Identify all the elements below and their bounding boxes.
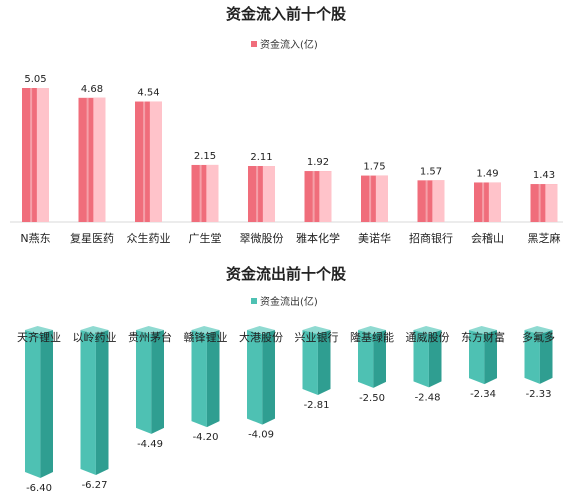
outflow-chart-title: 资金流出前十个股 [226,265,347,283]
outflow-category-label: 通威股份 [406,331,450,344]
outflow-bar [80,326,109,475]
inflow-bar [361,175,388,222]
inflow-value-label: 1.57 [420,166,442,177]
outflow-legend-label: 资金流出(亿) [260,295,318,308]
inflow-category-label: 会稽山 [471,231,504,245]
outflow-value-label: -2.81 [304,400,330,411]
outflow-bar [302,326,331,395]
inflow-category-label: 复星医药 [70,231,114,245]
outflow-value-label: -2.33 [526,389,552,400]
outflow-value-label: -2.34 [470,389,496,400]
inflow-bar [417,180,445,222]
inflow-bar [78,97,106,222]
inflow-value-label: 2.11 [250,152,272,163]
outflow-category-label: 多氟多 [522,330,555,344]
outflow-bar [413,326,442,388]
inflow-value-label: 5.05 [24,74,46,85]
inflow-bar [474,182,501,222]
inflow-value-label: 1.75 [363,162,385,173]
outflow-category-label: 贵州茅台 [128,330,172,344]
inflow-value-label: 4.54 [137,88,159,99]
inflow-category-label: N燕东 [20,232,50,245]
inflow-category-label: 众生药业 [127,231,171,245]
outflow-bar [191,326,220,428]
outflow-value-label: -6.27 [82,480,108,491]
inflow-bar [191,164,219,222]
inflow-bar [248,166,275,222]
outflow-bar [136,326,164,434]
inflow-chart-title: 资金流入前十个股 [226,5,347,23]
outflow-category-label: 大港股份 [239,330,283,344]
inflow-category-label: 广生堂 [189,231,222,245]
inflow-category-label: 雅本化学 [296,231,340,245]
inflow-value-label: 2.15 [194,151,216,162]
inflow-category-label: 黑芝麻 [528,231,561,245]
inflow-value-label: 4.68 [81,84,103,95]
inflow-bars: 5.05 N燕东 4.68 复星医药 4.54 众生药业 2.15 广生堂 2.11 翠微股份 1.… [10,74,563,245]
outflow-bar [247,326,275,425]
outflow-category-label: 以岭药业 [73,330,117,344]
inflow-bar [22,88,49,222]
inflow-category-label: 招商银行 [409,231,453,245]
inflow-category-label: 翠微股份 [240,231,284,245]
outflow-bar [469,326,497,385]
inflow-value-label: 1.43 [533,170,555,181]
outflow-value-label: -4.49 [137,439,163,450]
inflow-legend-label: 资金流入(亿) [260,38,318,51]
outflow-bar [358,326,386,388]
outflow-bars: -6.40 天齐锂业 -6.27 以岭药业 -4.49 贵州茅台 -4.20 赣锋锂业 -4.0… [17,326,555,494]
outflow-category-label: 天齐锂业 [17,330,61,344]
inflow-bar [530,184,558,222]
inflow-value-label: 1.49 [476,168,498,179]
outflow-category-label: 兴业银行 [295,330,339,344]
outflow-category-label: 隆基绿能 [350,330,394,344]
outflow-category-label: 赣锋锂业 [184,330,228,344]
inflow-value-label: 1.92 [307,157,329,168]
outflow-legend-swatch [251,298,257,304]
inflow-bar [304,171,332,222]
outflow-value-label: -4.20 [193,432,219,443]
outflow-category-label: 东方财富 [461,330,505,344]
outflow-bar [524,326,553,384]
outflow-bar [25,326,53,478]
inflow-legend-swatch [251,41,257,47]
inflow-bar [135,101,162,222]
outflow-value-label: -6.40 [26,483,52,494]
outflow-value-label: -2.48 [415,392,441,403]
outflow-value-label: -4.09 [248,430,274,441]
outflow-value-label: -2.50 [359,393,385,404]
inflow-category-label: 美诺华 [358,231,391,245]
